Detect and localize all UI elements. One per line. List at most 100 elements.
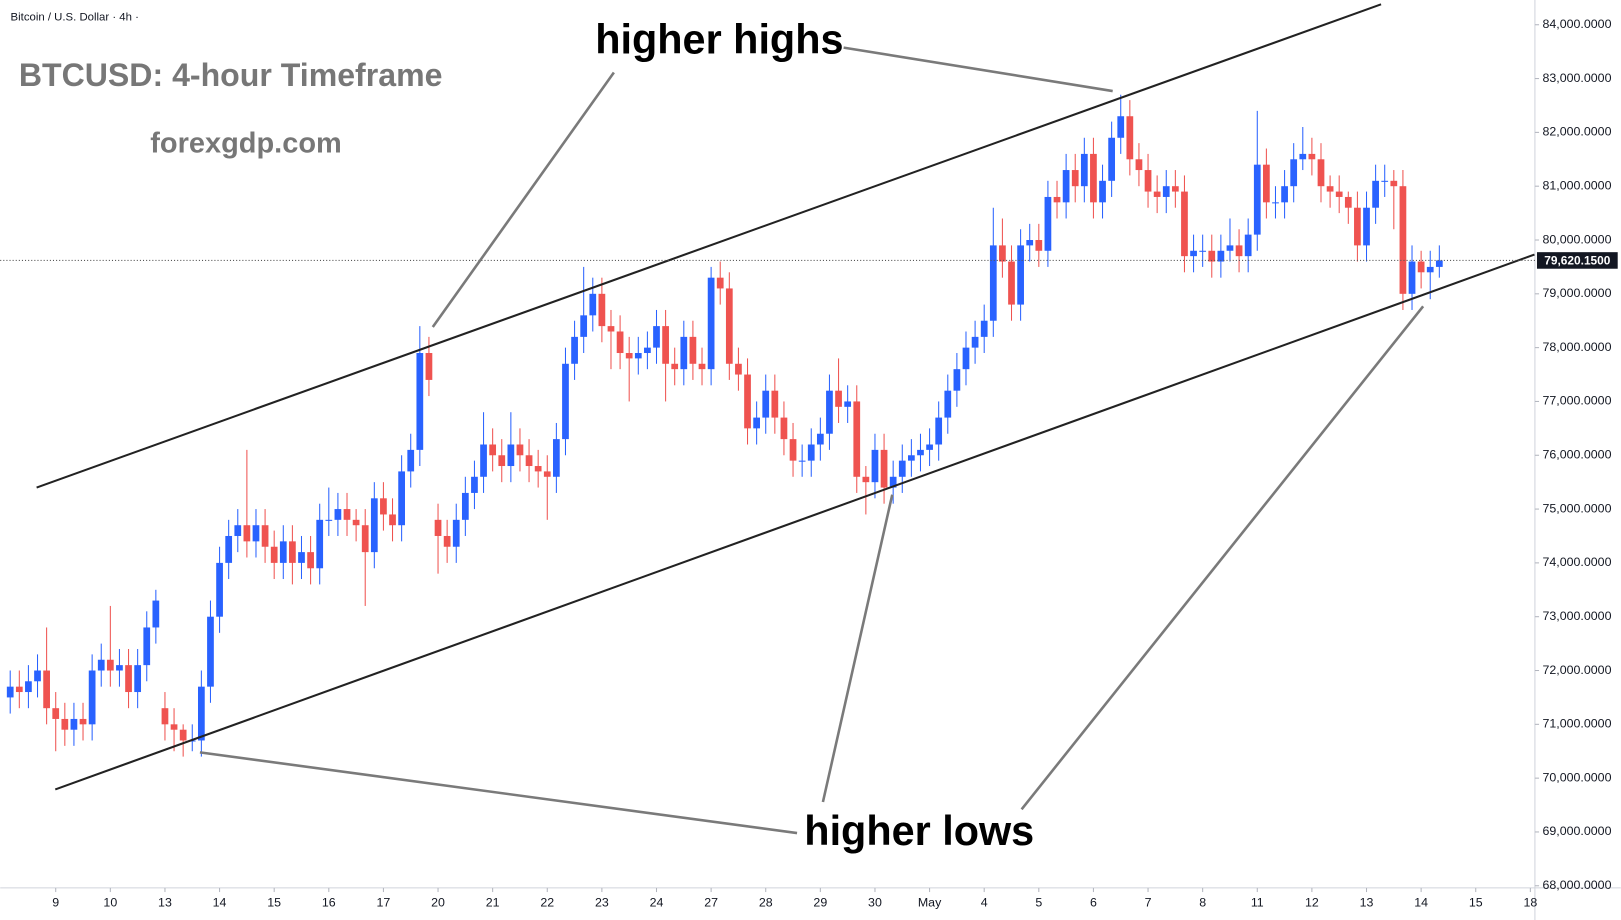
candle-body [1035,240,1043,251]
candle-body [1080,153,1088,187]
candle-body [1399,186,1407,294]
candle-body [898,460,906,477]
candle-body [380,498,387,515]
y-tick-label: 78,000.0000 [1542,340,1611,354]
candle-body [243,525,251,542]
candle-body [1044,196,1052,251]
y-tick-label: 75,000.0000 [1542,501,1611,515]
pointer-line [431,71,615,328]
candle-body [1317,159,1325,187]
candle-body [461,492,469,520]
candle-body [962,347,970,370]
candle-body [625,353,633,359]
candle-body [926,444,933,450]
candle-body [443,535,451,547]
candle-body [580,315,588,337]
trend-line [36,3,1382,489]
candle-body [735,363,742,375]
x-tick-label: 4 [981,896,988,910]
candle-body [1408,261,1416,294]
candle-body [753,417,760,429]
candle-body [534,466,542,472]
x-tick-label: May [918,896,942,910]
candle-body [889,476,897,488]
candle-body [771,390,779,418]
x-tick-label: 22 [540,896,554,910]
candle-body [1299,153,1307,160]
candle-body [79,718,87,725]
candle-body [97,659,105,671]
candle-body [798,460,806,462]
candle-body [1244,234,1252,257]
candle-body [1354,207,1361,246]
candle-body [980,320,988,337]
candle-body [43,670,50,709]
y-tick-label: 68,000.0000 [1542,878,1611,892]
candle-body [1208,250,1216,262]
candle-body [361,525,369,553]
candle-body [862,476,870,483]
candle-body [516,444,524,456]
candle-body [88,670,96,725]
candle-body [880,449,888,488]
candle-body [52,708,60,719]
candle-body [70,718,78,730]
pointer-line [843,46,1113,93]
candle-body [425,353,433,380]
candle-body [1217,250,1225,262]
candle-body [1426,266,1434,273]
candle-body [598,293,606,327]
x-tick-label: 20 [431,896,445,910]
candle-body [452,519,460,547]
candle-body [334,509,342,520]
candle-body [908,455,915,461]
x-tick-label: 15 [267,896,281,910]
candle-body [971,336,979,348]
candle-body [6,686,14,698]
candle-body [871,449,879,483]
candle-body [716,277,724,289]
x-tick-label: 16 [322,896,336,910]
x-tick-label: 21 [486,896,500,910]
y-tick-label: 71,000.0000 [1542,717,1611,731]
y-tick-label: 70,000.0000 [1542,770,1611,784]
plot-area [0,3,1535,791]
candle-body [680,336,688,370]
candle-body [161,708,169,725]
candle-body [207,616,214,687]
last-price-box [1536,252,1618,269]
candle-body [416,353,424,450]
candle-body [634,353,642,359]
y-tick-label: 82,000.0000 [1542,125,1611,139]
candle-body [1144,170,1152,192]
candle-body [125,665,132,693]
candle-body [671,363,679,370]
y-tick-label: 79,000.0000 [1542,286,1611,300]
x-tick-label: 10 [103,896,117,910]
candle-body [698,363,706,370]
candle-body [917,449,924,456]
candle-body [1071,170,1079,187]
candle-body [1372,180,1379,208]
candle-body [1053,196,1061,203]
x-tick-label: 12 [1305,896,1319,910]
x-tick-label: 11 [1251,896,1264,910]
candle-body [953,369,961,391]
x-tick-label: 14 [1414,896,1428,910]
candle-body [1117,116,1125,138]
candle-body [1344,196,1352,208]
candle-body [298,552,305,563]
candle-body [225,535,233,563]
candle-body [744,374,751,429]
candle-body [944,390,952,418]
candle-body [835,390,842,407]
candle-body [370,498,378,553]
x-tick-label: 17 [377,896,391,910]
candle-body [325,519,333,521]
candle-body [562,363,569,440]
candle-body [1381,180,1389,182]
candle-body [1335,191,1343,197]
y-tick-label: 74,000.0000 [1542,555,1611,569]
y-tick-label: 69,000.0000 [1542,824,1611,838]
candle-body [1417,261,1425,273]
